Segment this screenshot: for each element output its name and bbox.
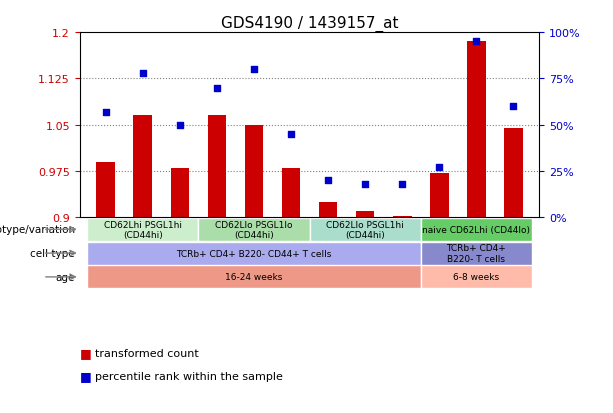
Text: CD62Llo PSGL1lo
(CD44hi): CD62Llo PSGL1lo (CD44hi) [215, 220, 292, 240]
Bar [430, 173, 449, 218]
Text: ■: ■ [80, 369, 91, 382]
Bar [467, 42, 485, 218]
Point [286, 131, 296, 138]
Text: 16-24 weeks: 16-24 weeks [225, 273, 283, 282]
Point [360, 181, 370, 188]
Bar [319, 202, 337, 218]
Point [175, 122, 185, 129]
Text: transformed count: transformed count [95, 348, 199, 358]
Point [471, 39, 481, 45]
Bar [170, 169, 189, 218]
FancyBboxPatch shape [310, 218, 421, 241]
Text: CD62Llo PSGL1hi
(CD44hi): CD62Llo PSGL1hi (CD44hi) [326, 220, 404, 240]
Text: CD62Lhi PSGL1hi
(CD44hi): CD62Lhi PSGL1hi (CD44hi) [104, 220, 181, 240]
Text: TCRb+ CD4+
B220- T cells: TCRb+ CD4+ B220- T cells [446, 244, 506, 263]
Bar [134, 116, 152, 218]
Point [397, 181, 407, 188]
Point [323, 178, 333, 184]
Bar [504, 128, 523, 218]
FancyBboxPatch shape [421, 242, 532, 265]
Point [435, 165, 444, 171]
Text: cell type: cell type [31, 249, 75, 259]
Point [138, 70, 148, 77]
Text: genotype/variation: genotype/variation [0, 225, 75, 235]
Text: 6-8 weeks: 6-8 weeks [454, 273, 500, 282]
Title: GDS4190 / 1439157_at: GDS4190 / 1439157_at [221, 16, 398, 32]
Bar [282, 169, 300, 218]
Bar [96, 162, 115, 218]
FancyBboxPatch shape [87, 242, 421, 265]
FancyBboxPatch shape [421, 266, 532, 289]
Text: age: age [56, 272, 75, 282]
Bar [208, 116, 226, 218]
Text: naive CD62Lhi (CD44lo): naive CD62Lhi (CD44lo) [422, 225, 530, 234]
Text: ■: ■ [80, 347, 91, 360]
Point [212, 85, 222, 92]
Bar [245, 126, 263, 218]
Text: TCRb+ CD4+ B220- CD44+ T cells: TCRb+ CD4+ B220- CD44+ T cells [177, 249, 332, 258]
FancyBboxPatch shape [199, 218, 310, 241]
Point [101, 109, 110, 116]
Point [249, 66, 259, 73]
FancyBboxPatch shape [87, 266, 421, 289]
Bar [356, 212, 375, 218]
FancyBboxPatch shape [421, 218, 532, 241]
Bar [393, 216, 411, 218]
FancyBboxPatch shape [87, 218, 199, 241]
Point [509, 104, 519, 110]
Text: percentile rank within the sample: percentile rank within the sample [95, 371, 283, 381]
